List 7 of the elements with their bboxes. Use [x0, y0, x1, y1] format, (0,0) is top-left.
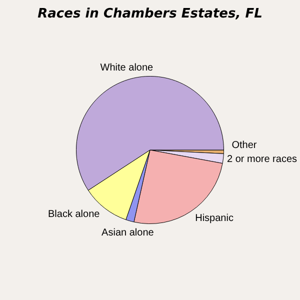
slice-label: White alone — [100, 62, 154, 74]
slice-label: Asian alone — [102, 227, 154, 238]
chart-title: Races in Chambers Estates, FL — [38, 6, 262, 22]
slice-label: Hispanic — [195, 212, 234, 224]
slice-label: Black alone — [48, 209, 100, 220]
slice-label: 2 or more races — [226, 154, 298, 166]
slice-label: Other — [232, 140, 258, 152]
